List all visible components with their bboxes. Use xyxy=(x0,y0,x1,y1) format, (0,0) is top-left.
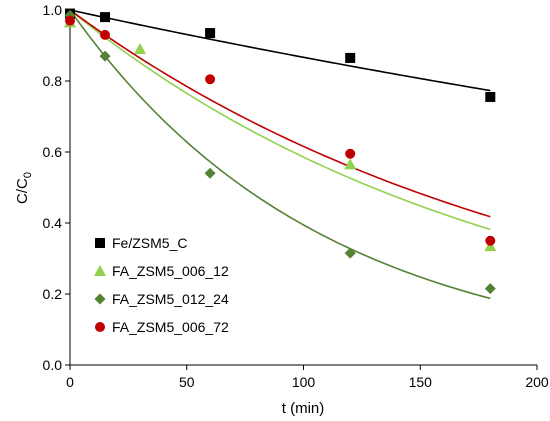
y-tick-label: 0.2 xyxy=(43,286,63,302)
y-tick-label: 0.8 xyxy=(43,73,63,89)
data-point xyxy=(100,29,111,40)
data-point xyxy=(485,91,496,102)
y-axis-label-main: C/C xyxy=(14,178,31,204)
data-point xyxy=(484,283,496,295)
x-tick-label: 100 xyxy=(292,374,316,390)
y-tick-label: 1.0 xyxy=(43,2,63,18)
x-tick-label: 0 xyxy=(66,374,74,390)
fit-line xyxy=(69,9,491,300)
legend: Fe/ZSM5_C FA_ZSM5_006_12 FA_ZSM5_012_24 FA_… xyxy=(94,235,229,335)
data-markers xyxy=(64,8,497,295)
legend-label: FA_ZSM5_006_72 xyxy=(112,319,229,335)
x-tick-label: 200 xyxy=(525,374,549,390)
data-point xyxy=(205,28,216,39)
y-ticks: 0.0 0.2 0.4 0.6 0.8 1.0 xyxy=(43,2,70,373)
data-point xyxy=(344,247,356,259)
data-point xyxy=(485,235,496,246)
y-axis-label: C/C0 xyxy=(14,172,34,204)
legend-marker xyxy=(94,293,106,305)
y-axis-label-sub: 0 xyxy=(22,172,34,178)
legend-label: FA_ZSM5_006_12 xyxy=(112,263,229,279)
fit-line xyxy=(69,9,491,218)
x-tick-label: 50 xyxy=(179,374,195,390)
data-point xyxy=(99,50,111,62)
y-tick-label: 0.6 xyxy=(43,144,63,160)
data-point xyxy=(65,15,75,26)
data-point xyxy=(345,52,356,63)
y-tick-label: 0.0 xyxy=(43,357,63,373)
data-point xyxy=(205,74,216,85)
data-point xyxy=(204,167,216,179)
x-tick-label: 150 xyxy=(409,374,433,390)
data-point xyxy=(344,158,357,170)
legend-marker xyxy=(94,265,106,276)
data-point xyxy=(134,43,147,55)
x-ticks: 0 50 100 150 200 xyxy=(66,365,549,390)
legend-marker xyxy=(95,322,105,332)
legend-label: FA_ZSM5_012_24 xyxy=(112,291,229,307)
data-point xyxy=(345,148,356,159)
legend-label: Fe/ZSM5_C xyxy=(112,235,187,251)
y-tick-label: 0.4 xyxy=(43,215,63,231)
legend-marker xyxy=(95,238,105,248)
fit-line xyxy=(69,9,491,92)
fit-curves xyxy=(69,9,491,300)
data-point xyxy=(100,12,111,23)
x-axis-label: t (min) xyxy=(282,400,325,417)
fit-line xyxy=(69,9,491,231)
data-point xyxy=(64,9,76,21)
